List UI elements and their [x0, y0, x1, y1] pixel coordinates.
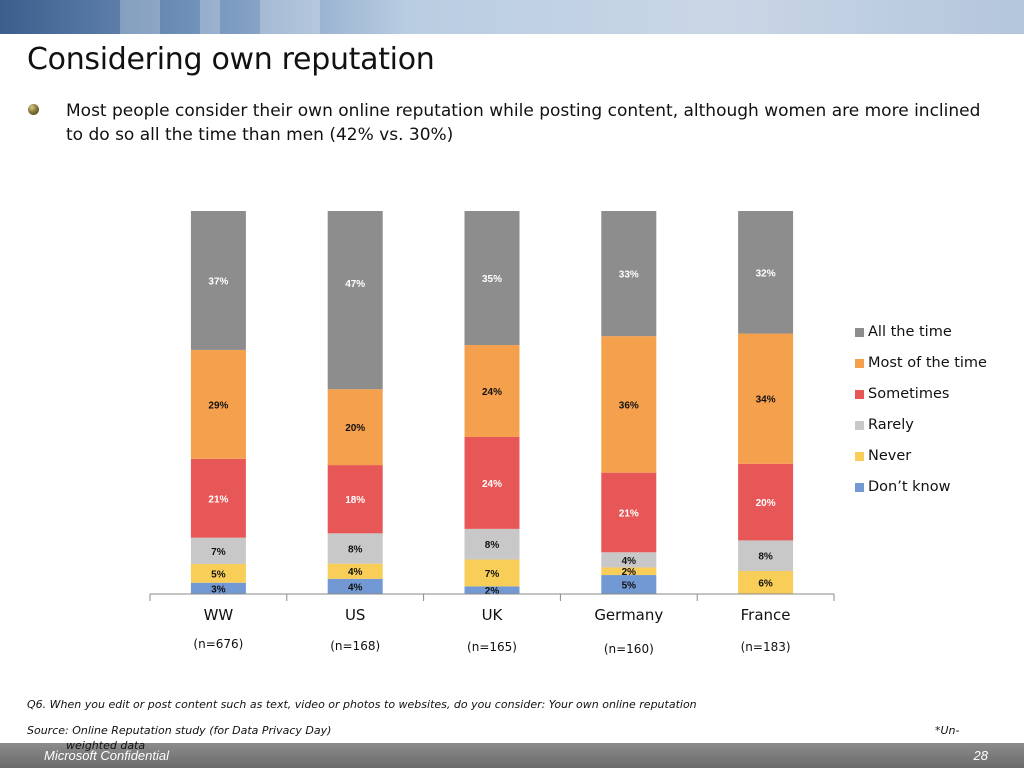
bar-data-label: 5%: [211, 569, 226, 580]
bar-data-label: 7%: [485, 569, 500, 580]
bar-data-label: 20%: [756, 498, 776, 509]
bar-data-label: 24%: [482, 387, 502, 398]
bar-segment: [738, 333, 794, 464]
source-note: Source: Online Reputation study (for Dat…: [27, 724, 332, 737]
page-number: 28: [973, 748, 988, 763]
bar-data-label: 4%: [348, 567, 363, 578]
x-tick-label: US: [345, 606, 366, 624]
x-tick-label: Germany: [594, 606, 663, 624]
bar-data-label: 33%: [619, 270, 639, 281]
legend-swatch: [855, 359, 864, 368]
unweighted-note: *Un-: [935, 724, 960, 737]
bar-segment: [738, 540, 794, 572]
legend-swatch: [855, 483, 864, 492]
bar-segment: [738, 211, 794, 334]
bullet-icon: [28, 104, 39, 115]
bar-data-label: 21%: [619, 508, 639, 519]
unweighted-note-continued: weighted data: [66, 739, 146, 752]
sample-size-label: (n=676): [193, 637, 243, 651]
bar-data-label: 20%: [345, 423, 365, 434]
legend-label: Don’t know: [868, 479, 951, 495]
bar-data-label: 32%: [756, 268, 776, 279]
bar-data-label: 21%: [208, 494, 228, 505]
bar-data-label: 37%: [208, 276, 228, 287]
legend-swatch: [855, 390, 864, 399]
bar-segment: [464, 559, 520, 587]
bar-segment: [601, 472, 657, 553]
bar-segment: [464, 528, 520, 560]
footer-confidential: Microsoft Confidential: [44, 748, 169, 763]
sample-size-label: (n=165): [467, 640, 517, 654]
bar-data-label: 8%: [485, 540, 500, 551]
bar-segment: [464, 211, 520, 346]
banner-stripe: [120, 0, 160, 34]
bar-data-label: 2%: [622, 567, 637, 578]
bar-segment: [190, 563, 246, 583]
bar-data-label: 4%: [622, 556, 637, 567]
x-tick-label: WW: [204, 606, 234, 624]
bar-segment: [190, 537, 246, 564]
bar-data-label: 29%: [208, 400, 228, 411]
x-tick-label: UK: [482, 606, 504, 624]
bar-segment: [327, 578, 383, 594]
bar-segment: [601, 567, 657, 576]
legend-swatch: [855, 328, 864, 337]
bar-data-label: 5%: [622, 581, 637, 592]
bar-data-label: 7%: [211, 547, 226, 558]
legend-label: Never: [868, 448, 912, 464]
bar-segment: [190, 458, 246, 538]
sample-size-label: (n=183): [741, 640, 791, 654]
legend-label: Sometimes: [868, 386, 950, 402]
bar-segment: [327, 211, 383, 390]
legend-label: All the time: [868, 324, 952, 340]
bar-data-label: 4%: [348, 582, 363, 593]
bar-segment: [327, 389, 383, 466]
bar-data-label: 6%: [758, 579, 773, 590]
bar-data-label: 3%: [211, 584, 226, 595]
bar-data-label: 47%: [345, 279, 365, 290]
question-note: Q6. When you edit or post content such a…: [27, 698, 697, 711]
bar-segment: [327, 465, 383, 534]
bar-segment: [738, 571, 794, 594]
bar-data-label: 24%: [482, 479, 502, 490]
bar-segment: [464, 345, 520, 437]
bar-data-label: 34%: [756, 395, 776, 406]
bar-segment: [738, 463, 794, 541]
bar-segment: [601, 552, 657, 568]
bar-segment: [190, 349, 246, 459]
banner-stripe: [200, 0, 220, 34]
bar-data-label: 8%: [758, 552, 773, 563]
bar-segment: [190, 582, 246, 594]
bullet-text: Most people consider their own online re…: [66, 101, 981, 145]
bar-segment: [464, 436, 520, 529]
bar-data-label: 36%: [619, 400, 639, 411]
x-tick-label: France: [741, 606, 791, 624]
banner-stripe: [260, 0, 320, 34]
legend-swatch: [855, 452, 864, 461]
bar-segment: [327, 533, 383, 564]
bar-segment: [601, 575, 657, 594]
bar-data-label: 35%: [482, 274, 502, 285]
bar-data-label: 2%: [485, 586, 500, 597]
sample-size-label: (n=168): [330, 639, 380, 653]
bar-data-label: 18%: [345, 495, 365, 506]
bar-segment: [190, 211, 246, 350]
legend-swatch: [855, 421, 864, 430]
bar-segment: [327, 563, 383, 579]
bar-segment: [601, 211, 657, 337]
bar-segment: [601, 336, 657, 473]
slide-title: Considering own reputation: [27, 42, 435, 77]
sample-size-label: (n=160): [604, 642, 654, 656]
bar-data-label: 8%: [348, 544, 363, 555]
top-banner: [0, 0, 1024, 34]
legend-label: Most of the time: [868, 355, 987, 371]
bar-segment: [464, 586, 520, 594]
legend-label: Rarely: [868, 417, 914, 433]
footer-bar: Microsoft Confidential 28: [0, 743, 1024, 768]
